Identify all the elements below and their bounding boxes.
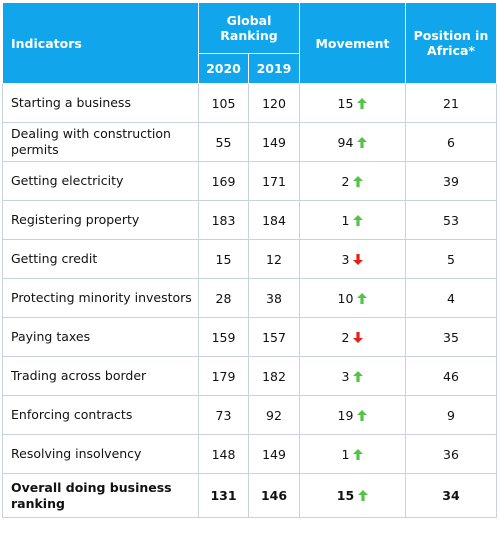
movement-value: 1 bbox=[341, 212, 350, 228]
table-row: Getting credit 15 12 3 5 bbox=[2, 239, 497, 279]
movement-cell: 2 bbox=[299, 317, 406, 357]
rank-2020-cell: 28 bbox=[198, 278, 249, 318]
header-year-2019: 2019 bbox=[248, 53, 300, 84]
arrow-up-icon bbox=[353, 370, 364, 382]
movement-value: 2 bbox=[341, 173, 350, 189]
indicator-label: Dealing with construction permits bbox=[2, 122, 199, 162]
rank-2020-cell: 55 bbox=[198, 122, 249, 162]
indicator-label: Starting a business bbox=[2, 83, 199, 123]
rank-2019-cell: 182 bbox=[248, 356, 300, 396]
table-row: Getting electricity 169 171 2 39 bbox=[2, 161, 497, 201]
header-movement: Movement bbox=[299, 2, 406, 84]
arrow-down-icon bbox=[353, 331, 364, 343]
movement-value: 19 bbox=[337, 407, 354, 423]
table-row: Starting a business 105 120 15 21 bbox=[2, 83, 497, 123]
rank-2020-cell: 148 bbox=[198, 434, 249, 474]
ranking-table-container: Indicators Global Ranking Movement Posit… bbox=[2, 2, 497, 518]
indicator-label: Registering property bbox=[2, 200, 199, 240]
movement-value: 15 bbox=[337, 95, 354, 111]
movement-cell: 15 bbox=[299, 473, 406, 518]
indicator-label: Paying taxes bbox=[2, 317, 199, 357]
africa-position-cell: 5 bbox=[405, 239, 497, 279]
arrow-up-icon bbox=[353, 214, 364, 226]
africa-position-cell: 46 bbox=[405, 356, 497, 396]
table-row: Resolving insolvency 148 149 1 36 bbox=[2, 434, 497, 474]
movement-cell: 3 bbox=[299, 356, 406, 396]
rank-2019-cell: 146 bbox=[248, 473, 300, 518]
movement-value: 2 bbox=[341, 329, 350, 345]
indicator-label: Getting electricity bbox=[2, 161, 199, 201]
rank-2019-cell: 38 bbox=[248, 278, 300, 318]
movement-cell: 2 bbox=[299, 161, 406, 201]
rank-2019-cell: 171 bbox=[248, 161, 300, 201]
movement-cell: 19 bbox=[299, 395, 406, 435]
table-row: Enforcing contracts 73 92 19 9 bbox=[2, 395, 497, 435]
movement-cell: 3 bbox=[299, 239, 406, 279]
table-row: Registering property 183 184 1 53 bbox=[2, 200, 497, 240]
arrow-up-icon bbox=[357, 292, 368, 304]
africa-position-cell: 53 bbox=[405, 200, 497, 240]
indicator-label: Protecting minority investors bbox=[2, 278, 199, 318]
rank-2020-cell: 159 bbox=[198, 317, 249, 357]
indicator-label: Resolving insolvency bbox=[2, 434, 199, 474]
africa-position-cell: 6 bbox=[405, 122, 497, 162]
indicator-label: Getting credit bbox=[2, 239, 199, 279]
table-body: Starting a business 105 120 15 21 Dealing wit… bbox=[2, 83, 497, 518]
rank-2019-cell: 120 bbox=[248, 83, 300, 123]
table-row: Trading across border 179 182 3 46 bbox=[2, 356, 497, 396]
rank-2020-cell: 73 bbox=[198, 395, 249, 435]
movement-value: 1 bbox=[341, 446, 350, 462]
table-row: Dealing with construction permits 55 149 94… bbox=[2, 122, 497, 162]
arrow-up-icon bbox=[357, 136, 368, 148]
arrow-up-icon bbox=[353, 448, 364, 460]
movement-value: 10 bbox=[337, 290, 354, 306]
africa-position-cell: 34 bbox=[405, 473, 497, 518]
rank-2020-cell: 169 bbox=[198, 161, 249, 201]
africa-position-cell: 35 bbox=[405, 317, 497, 357]
rank-2019-cell: 157 bbox=[248, 317, 300, 357]
rank-2019-cell: 184 bbox=[248, 200, 300, 240]
movement-cell: 15 bbox=[299, 83, 406, 123]
indicator-label: Overall doing business ranking bbox=[2, 473, 199, 518]
arrow-up-icon bbox=[353, 175, 364, 187]
header-year-2020: 2020 bbox=[198, 53, 249, 84]
movement-cell: 1 bbox=[299, 434, 406, 474]
table-row: Protecting minority investors 28 38 10 4 bbox=[2, 278, 497, 318]
movement-value: 15 bbox=[336, 488, 355, 503]
table-row: Paying taxes 159 157 2 35 bbox=[2, 317, 497, 357]
rank-2019-cell: 149 bbox=[248, 434, 300, 474]
rank-2020-cell: 15 bbox=[198, 239, 249, 279]
rank-2020-cell: 183 bbox=[198, 200, 249, 240]
rank-2020-cell: 105 bbox=[198, 83, 249, 123]
rank-2019-cell: 12 bbox=[248, 239, 300, 279]
arrow-up-icon bbox=[358, 490, 369, 501]
africa-position-cell: 21 bbox=[405, 83, 497, 123]
header-indicators: Indicators bbox=[2, 2, 199, 84]
africa-position-cell: 39 bbox=[405, 161, 497, 201]
rank-2020-cell: 131 bbox=[198, 473, 249, 518]
africa-position-cell: 4 bbox=[405, 278, 497, 318]
africa-position-cell: 36 bbox=[405, 434, 497, 474]
arrow-down-icon bbox=[353, 253, 364, 265]
doing-business-ranking-table: Indicators Global Ranking Movement Posit… bbox=[2, 2, 497, 518]
header-position-in-africa: Position in Africa* bbox=[405, 2, 497, 84]
rank-2020-cell: 179 bbox=[198, 356, 249, 396]
movement-cell: 10 bbox=[299, 278, 406, 318]
indicator-label: Trading across border bbox=[2, 356, 199, 396]
header-global-ranking: Global Ranking bbox=[198, 2, 300, 54]
movement-cell: 94 bbox=[299, 122, 406, 162]
africa-position-cell: 9 bbox=[405, 395, 497, 435]
movement-value: 3 bbox=[341, 251, 350, 267]
movement-cell: 1 bbox=[299, 200, 406, 240]
table-total-row: Overall doing business ranking 131 146 15 34 bbox=[2, 473, 497, 518]
movement-value: 3 bbox=[341, 368, 350, 384]
rank-2019-cell: 92 bbox=[248, 395, 300, 435]
arrow-up-icon bbox=[357, 97, 368, 109]
indicator-label: Enforcing contracts bbox=[2, 395, 199, 435]
arrow-up-icon bbox=[357, 409, 368, 421]
movement-value: 94 bbox=[337, 134, 354, 150]
rank-2019-cell: 149 bbox=[248, 122, 300, 162]
